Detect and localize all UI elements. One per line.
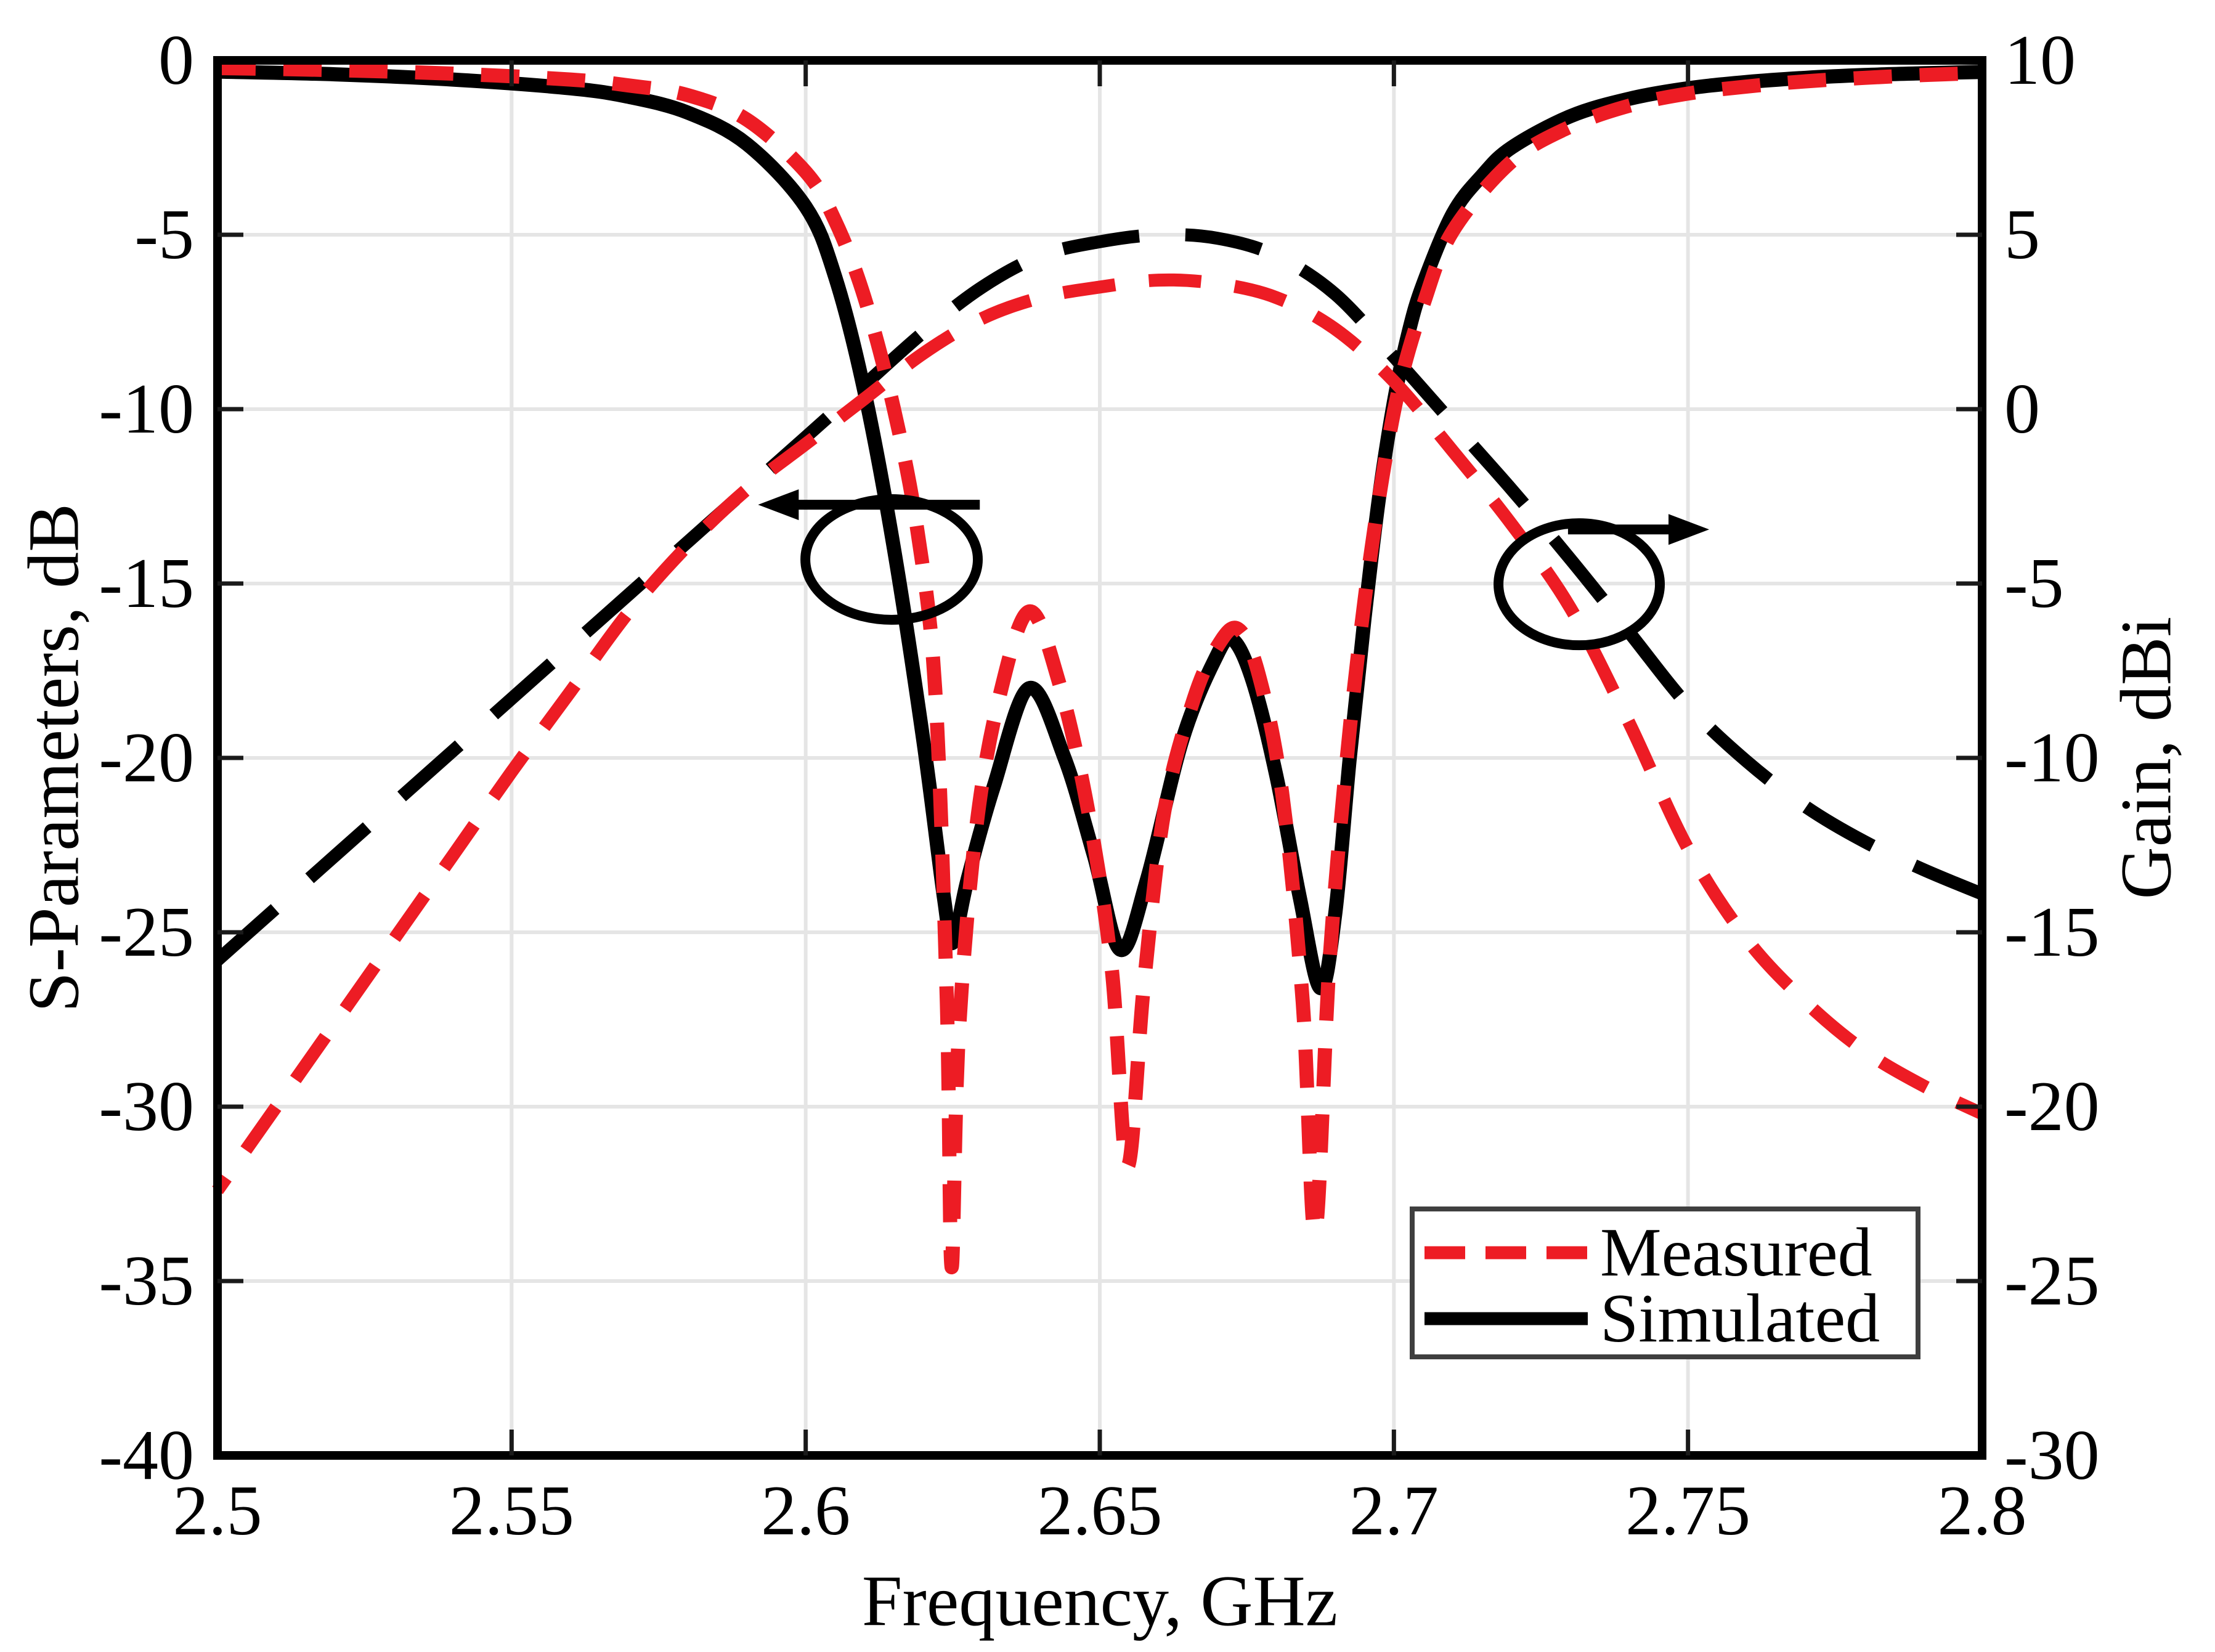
- legend-label-measured: Measured: [1600, 1215, 1872, 1291]
- curve-gain-simulated: [213, 228, 1985, 966]
- s-parameters-axis-pointer-arrow-head: [758, 489, 799, 521]
- s-parameters-axis-pointer-ellipse: [800, 494, 983, 625]
- left-tick-label--35: -35: [99, 1242, 194, 1320]
- gain-axis-pointer-arrow-head: [1668, 514, 1710, 545]
- axis-pointer-annotations: [758, 489, 1710, 651]
- x-tick-label-2.6: 2.6: [761, 1471, 850, 1550]
- right-axis-title: Gain, dBi: [2106, 617, 2187, 900]
- curve-gain-measured: [212, 273, 1985, 1194]
- curve-s-parameters-measured: [217, 60, 1983, 1274]
- legend-label-simulated: Simulated: [1600, 1280, 1880, 1357]
- left-axis-title: S-Parameters, dB: [14, 503, 94, 1012]
- tick-labels: 2.5 2.55 2.6 2.65 2.7 2.75 2.8 0 -5 -10 -15 -20 -25 -…: [99, 21, 2099, 1550]
- left-tick-label--15: -15: [99, 544, 194, 623]
- left-tick-label--20: -20: [99, 718, 194, 797]
- right-tick-label-0: 0: [2004, 370, 2040, 449]
- right-tick-label--30: -30: [2004, 1416, 2100, 1495]
- x-axis-title: Frequency, GHz: [862, 1561, 1338, 1642]
- left-tick-label--40: -40: [99, 1416, 194, 1495]
- right-tick-label--5: -5: [2004, 544, 2064, 623]
- left-tick-label--25: -25: [99, 893, 194, 972]
- right-tick-label-10: 10: [2004, 21, 2076, 100]
- legend-box: [1410, 1206, 1920, 1359]
- gain-axis-pointer-ellipse: [1494, 518, 1665, 651]
- left-tick-label--5: -5: [134, 195, 194, 274]
- right-tick-label-5: 5: [2004, 195, 2040, 274]
- axes-frame: [213, 56, 1986, 1460]
- left-tick-label--30: -30: [99, 1067, 194, 1146]
- left-tick-label-0: 0: [158, 21, 194, 100]
- x-tick-label-2.55: 2.55: [449, 1471, 574, 1550]
- x-tick-label-2.8: 2.8: [1938, 1471, 2027, 1550]
- legend: Measured Simulated: [1410, 1206, 1920, 1359]
- right-tick-label--20: -20: [2004, 1067, 2100, 1146]
- data-curves: [212, 60, 1985, 1274]
- x-tick-label-2.7: 2.7: [1349, 1471, 1439, 1550]
- right-tick-label--10: -10: [2004, 718, 2100, 797]
- left-tick-label--10: -10: [99, 370, 194, 449]
- right-tick-label--25: -25: [2004, 1242, 2100, 1320]
- right-tick-label--15: -15: [2004, 893, 2100, 972]
- x-tick-label-2.5: 2.5: [173, 1471, 262, 1550]
- x-tick-label-2.75: 2.75: [1625, 1471, 1750, 1550]
- x-tick-label-2.65: 2.65: [1038, 1471, 1163, 1550]
